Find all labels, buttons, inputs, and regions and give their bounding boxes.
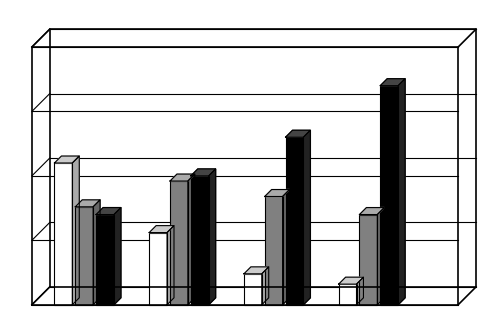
Bar <box>265 196 282 305</box>
Bar <box>244 274 262 305</box>
Bar <box>75 207 93 305</box>
Polygon shape <box>72 156 79 305</box>
Polygon shape <box>75 200 100 207</box>
Polygon shape <box>356 277 363 305</box>
Bar <box>96 214 114 305</box>
Polygon shape <box>167 226 174 305</box>
Polygon shape <box>377 208 384 305</box>
Polygon shape <box>54 156 79 163</box>
Polygon shape <box>380 79 405 86</box>
Polygon shape <box>191 169 216 176</box>
Polygon shape <box>285 130 310 137</box>
Polygon shape <box>303 130 310 305</box>
Polygon shape <box>359 208 384 214</box>
Bar <box>149 233 167 305</box>
Polygon shape <box>50 29 476 287</box>
Polygon shape <box>149 226 174 233</box>
Bar <box>170 181 188 305</box>
Polygon shape <box>282 189 289 305</box>
Bar <box>285 137 303 305</box>
Bar <box>359 214 377 305</box>
Polygon shape <box>265 189 289 196</box>
Polygon shape <box>244 267 269 274</box>
Polygon shape <box>114 208 121 305</box>
Polygon shape <box>188 174 195 305</box>
Polygon shape <box>209 169 216 305</box>
Polygon shape <box>96 208 121 214</box>
Polygon shape <box>398 79 405 305</box>
Bar <box>380 86 398 305</box>
Polygon shape <box>170 174 195 181</box>
Bar <box>191 176 209 305</box>
Polygon shape <box>339 277 363 284</box>
Polygon shape <box>93 200 100 305</box>
Polygon shape <box>262 267 269 305</box>
Bar <box>54 163 72 305</box>
Bar <box>339 284 356 305</box>
